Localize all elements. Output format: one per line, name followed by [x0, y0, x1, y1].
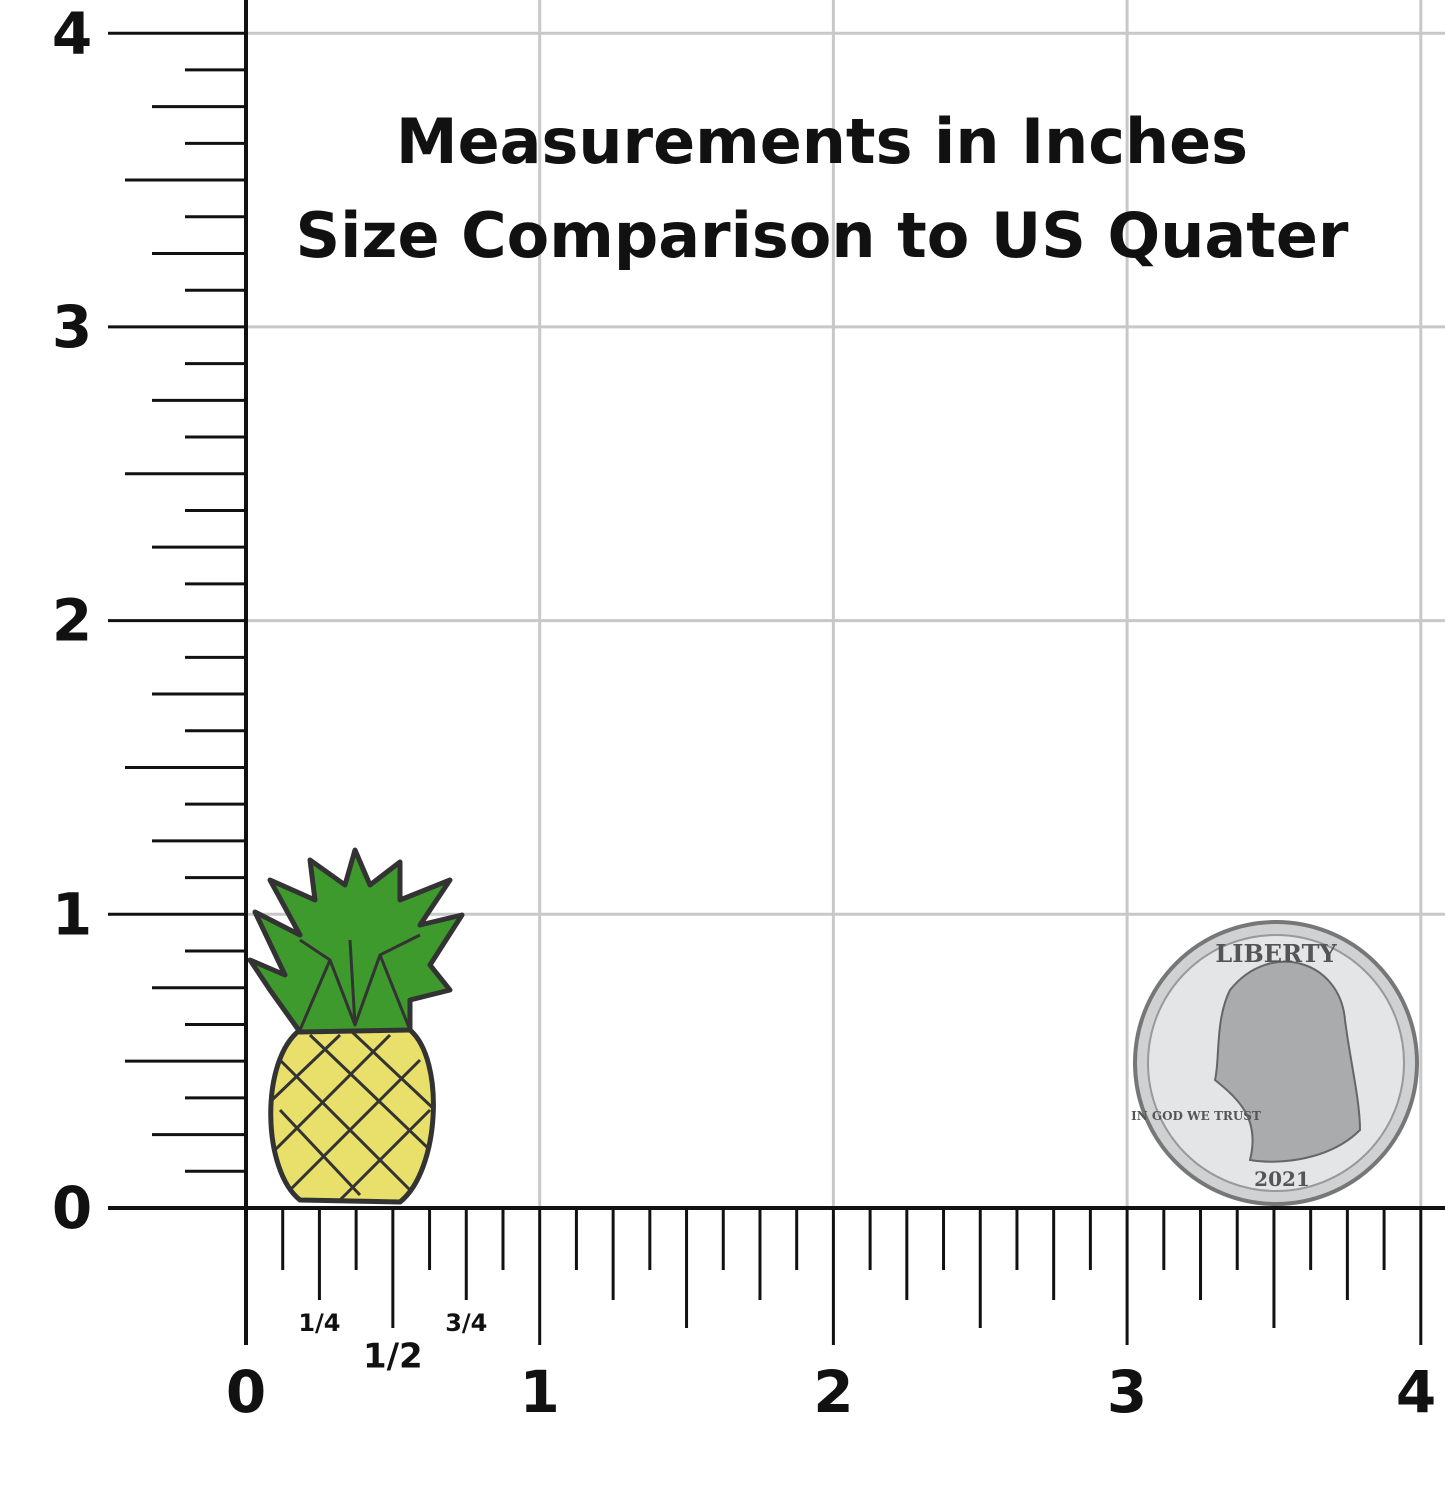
- quarter-coin: LIBERTY IN GOD WE TRUST 2021: [1131, 920, 1419, 1206]
- horizontal-label: 1: [520, 1358, 560, 1426]
- ruler: 0 1 2 3 4 0 1 2 3 4 1/4 1/2 3/4: [52, 0, 1445, 1426]
- horizontal-label: 3: [1107, 1358, 1147, 1426]
- horizontal-label: 2: [813, 1358, 853, 1426]
- pineapple-pin: [247, 847, 465, 1205]
- title: Measurements in Inches: [396, 105, 1248, 178]
- horizontal-label: 0: [226, 1358, 266, 1426]
- vertical-label: 2: [52, 587, 92, 655]
- coin-motto: IN GOD WE TRUST: [1131, 1109, 1261, 1123]
- vertical-label: 3: [52, 293, 92, 361]
- fraction-label: 3/4: [445, 1309, 487, 1337]
- vertical-label: 1: [52, 880, 92, 948]
- vertical-label: 0: [52, 1174, 92, 1242]
- coin-year: 2021: [1254, 1167, 1310, 1191]
- grid: [246, 0, 1445, 1208]
- fraction-label: 1/2: [363, 1337, 423, 1377]
- fraction-label: 1/4: [298, 1309, 340, 1337]
- vertical-label: 4: [52, 0, 92, 67]
- subtitle: Size Comparison to US Quater: [296, 199, 1349, 272]
- horizontal-label: 4: [1396, 1358, 1436, 1426]
- coin-liberty: LIBERTY: [1215, 939, 1337, 968]
